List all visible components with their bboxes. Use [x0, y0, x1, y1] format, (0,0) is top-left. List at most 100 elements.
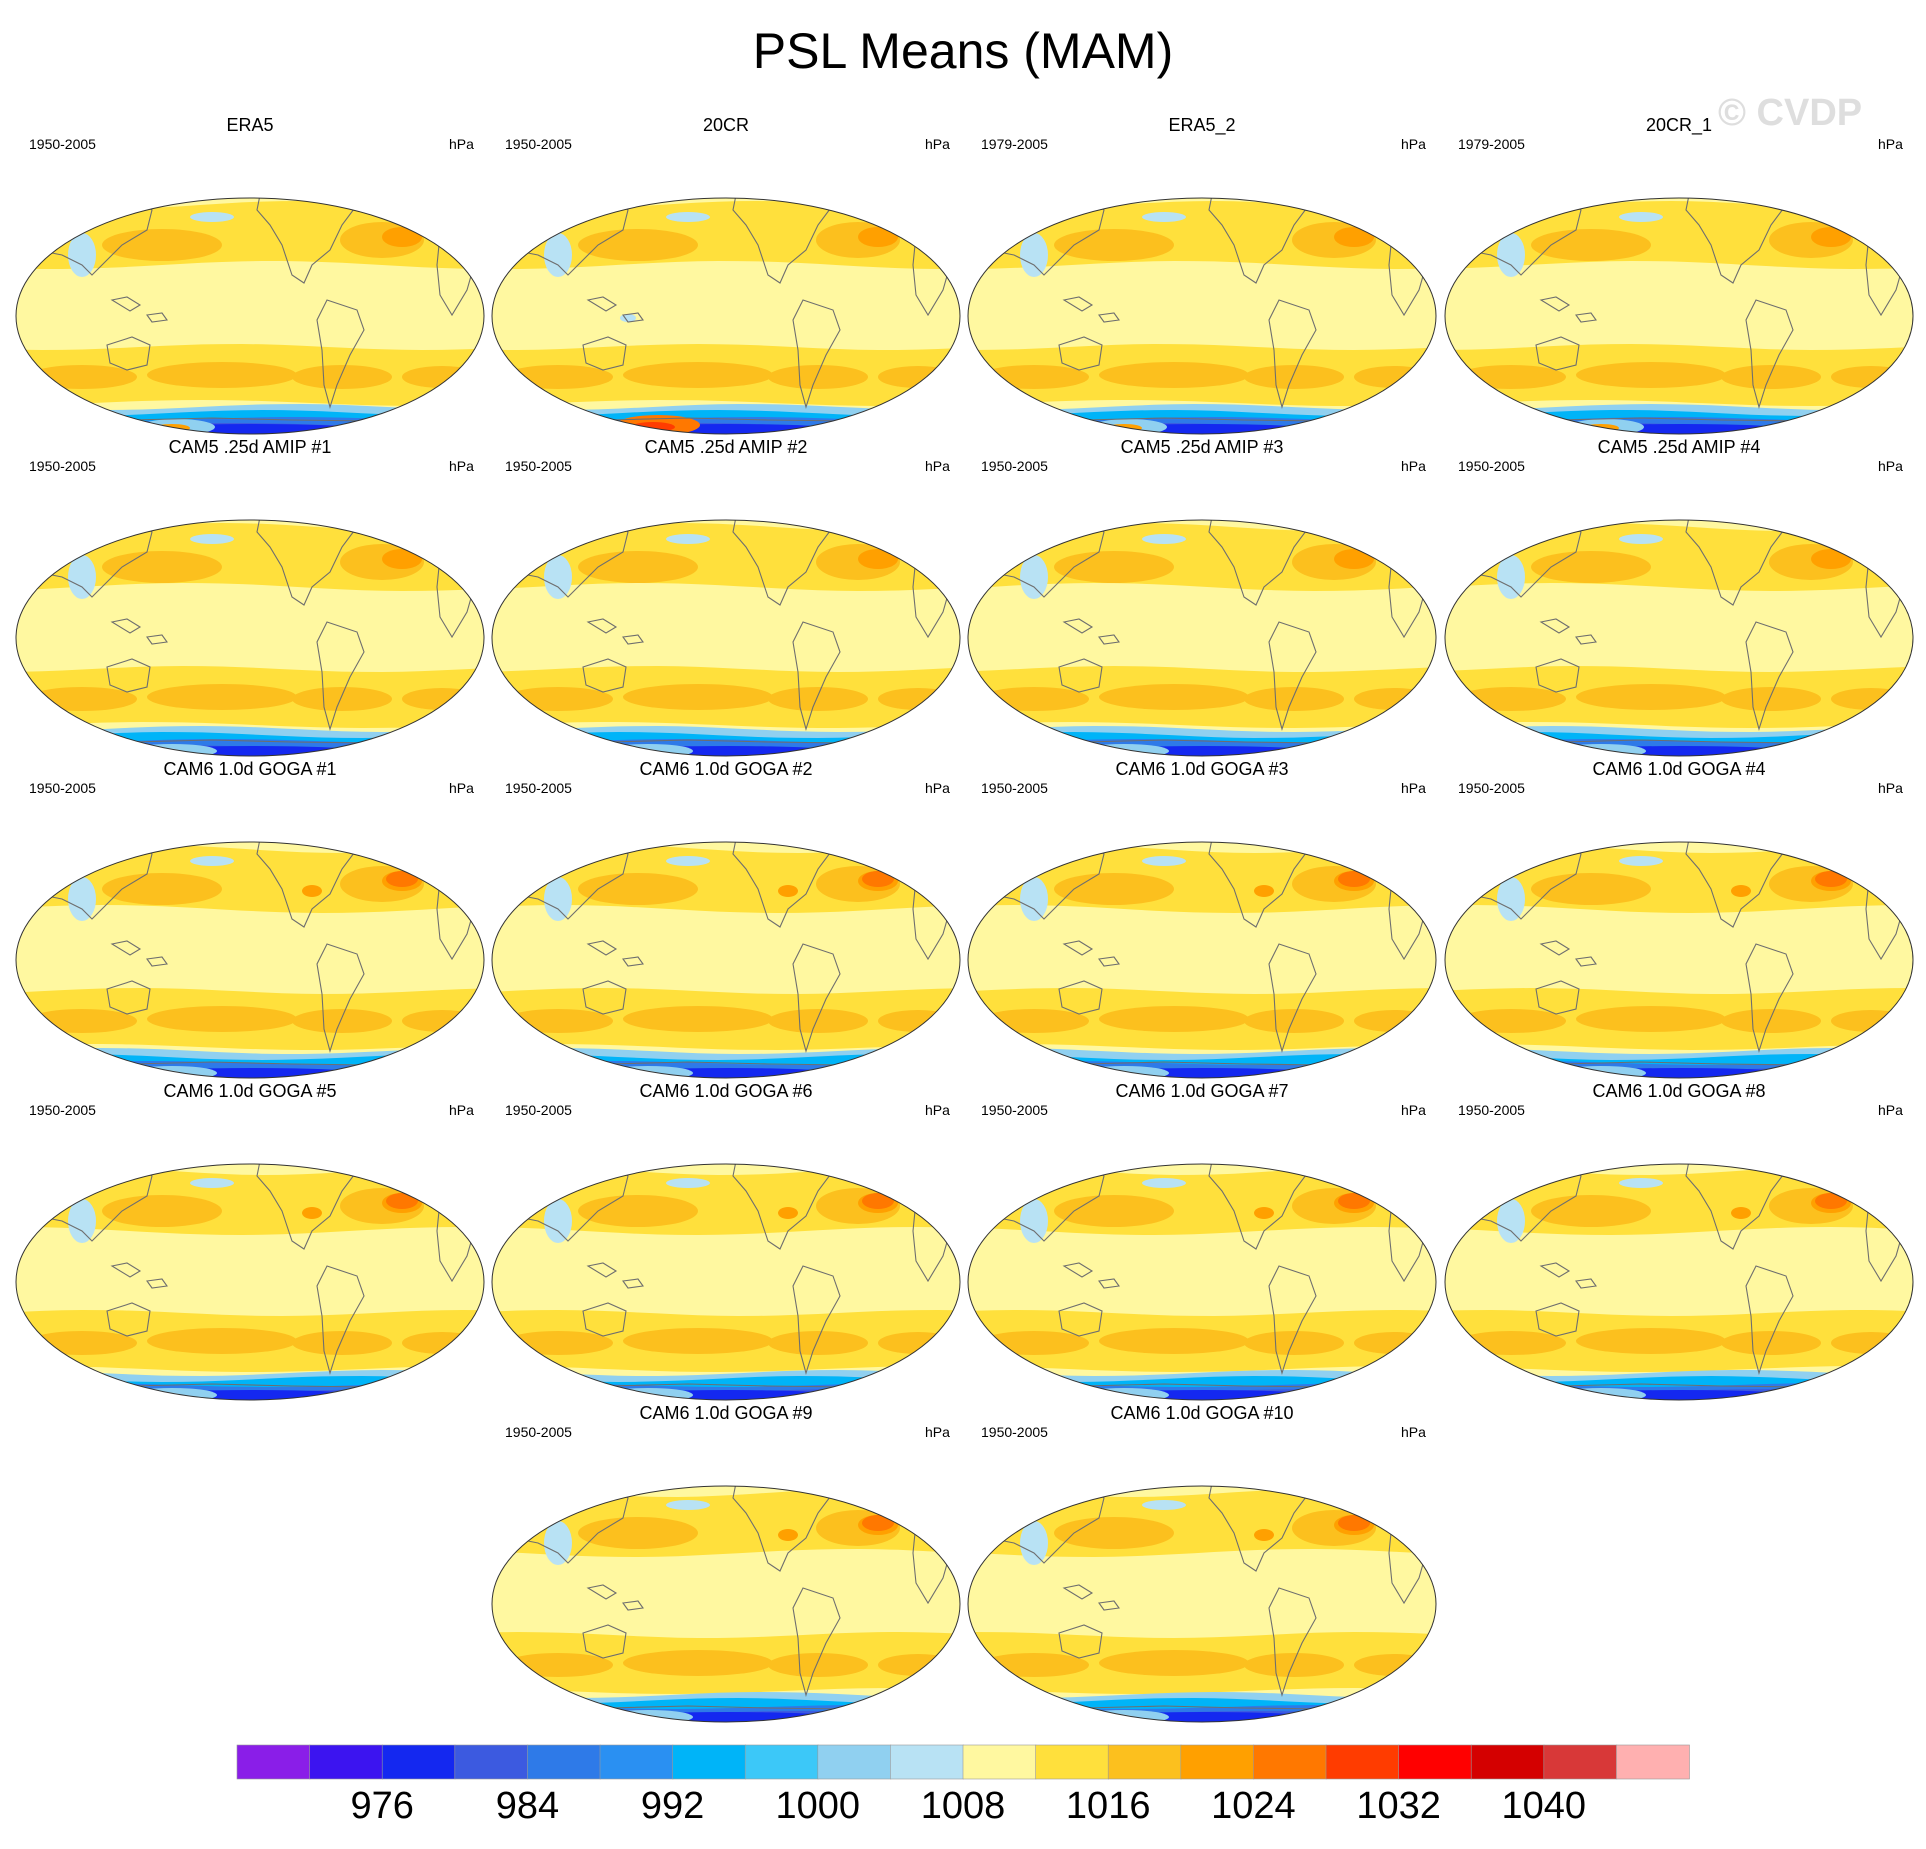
colorbar-swatch — [1543, 1744, 1618, 1780]
psl-map — [491, 1485, 961, 1723]
panel-units: hPa — [925, 136, 950, 152]
panel-period: 1950-2005 — [981, 1424, 1048, 1440]
map-panel: ERA5_2 1979-2005 hPa — [964, 115, 1440, 437]
map-panel: CAM6 1.0d GOGA #10 1950-2005 hPa — [964, 1403, 1440, 1725]
panel-units: hPa — [449, 136, 474, 152]
map-panel: CAM6 1.0d GOGA #6 1950-2005 hPa — [488, 1081, 964, 1403]
panel-title: CAM5 .25d AMIP #2 — [644, 437, 808, 457]
psl-map — [491, 1163, 961, 1401]
psl-map — [1444, 519, 1914, 757]
psl-map — [967, 519, 1437, 757]
psl-map — [1444, 1163, 1914, 1401]
panel-period: 1950-2005 — [981, 1102, 1048, 1118]
map-panel: 20CR 1950-2005 hPa — [488, 115, 964, 437]
panel-title: CAM6 1.0d GOGA #4 — [1592, 759, 1766, 779]
panel-units: hPa — [925, 1424, 950, 1440]
panel-units: hPa — [1878, 780, 1903, 796]
panel-period: 1950-2005 — [29, 458, 96, 474]
map-panel: CAM6 1.0d GOGA #5 1950-2005 hPa — [12, 1081, 488, 1403]
panel-title: 20CR_1 — [1645, 115, 1713, 135]
panel-period: 1950-2005 — [29, 136, 96, 152]
panel-title: CAM6 1.0d GOGA #5 — [163, 1081, 337, 1101]
panel-period: 1950-2005 — [1458, 1102, 1525, 1118]
colorbar-tick-label: 1024 — [1211, 1785, 1296, 1827]
panel-title: CAM5 .25d AMIP #1 — [168, 437, 332, 457]
colorbar-swatch — [1616, 1744, 1690, 1780]
colorbar-swatch — [1107, 1744, 1182, 1780]
colorbar-swatch — [962, 1744, 1037, 1780]
panel-units: hPa — [1878, 458, 1903, 474]
colorbar-swatch — [236, 1744, 311, 1780]
panel-title: CAM5 .25d AMIP #4 — [1597, 437, 1761, 457]
colorbar-swatch — [1325, 1744, 1400, 1780]
colorbar-swatch — [454, 1744, 529, 1780]
map-panel: CAM5 .25d AMIP #2 1950-2005 hPa — [488, 437, 964, 759]
psl-map — [491, 841, 961, 1079]
panel-title: CAM6 1.0d GOGA #2 — [639, 759, 813, 779]
colorbar-tick-label: 1008 — [921, 1785, 1006, 1827]
map-panel: CAM6 1.0d GOGA #4 1950-2005 hPa — [1441, 759, 1917, 1081]
psl-map — [491, 197, 961, 435]
colorbar-swatch — [381, 1744, 456, 1780]
panel-title: CAM6 1.0d GOGA #3 — [1115, 759, 1289, 779]
panel-units: hPa — [1401, 136, 1426, 152]
psl-map — [967, 841, 1437, 1079]
panel-units: hPa — [925, 458, 950, 474]
colorbar-swatch — [1253, 1744, 1327, 1780]
panel-period: 1950-2005 — [505, 458, 572, 474]
colorbar-swatch — [744, 1744, 819, 1780]
colorbar-swatch — [309, 1744, 384, 1780]
panel-title: CAM6 1.0d GOGA #1 — [163, 759, 337, 779]
panel-period: 1950-2005 — [29, 1102, 96, 1118]
colorbar-swatch — [1398, 1744, 1472, 1780]
colorbar-swatch — [1180, 1744, 1255, 1780]
panel-period: 1950-2005 — [1458, 458, 1525, 474]
panel-period: 1950-2005 — [505, 1102, 572, 1118]
panel-period: 1979-2005 — [1458, 136, 1525, 152]
psl-map — [1444, 841, 1914, 1079]
psl-map — [15, 841, 485, 1079]
map-panel: CAM6 1.0d GOGA #2 1950-2005 hPa — [488, 759, 964, 1081]
psl-map — [15, 1163, 485, 1401]
panel-period: 1950-2005 — [29, 780, 96, 796]
panel-title: CAM6 1.0d GOGA #9 — [639, 1403, 813, 1423]
map-panel: CAM6 1.0d GOGA #8 1950-2005 hPa — [1441, 1081, 1917, 1403]
panel-units: hPa — [1401, 780, 1426, 796]
psl-map — [967, 1163, 1437, 1401]
panel-units: hPa — [925, 1102, 950, 1118]
panel-title: CAM6 1.0d GOGA #10 — [1110, 1403, 1294, 1423]
colorbar-swatch — [527, 1744, 601, 1780]
page-title: PSL Means (MAM) — [752, 23, 1174, 79]
colorbar-tick-label: 1040 — [1502, 1785, 1587, 1827]
panel-title: 20CR — [702, 115, 750, 135]
colorbar-tick-label: 976 — [350, 1785, 413, 1827]
colorbar-tick-label: 984 — [496, 1785, 559, 1827]
panel-title: CAM6 1.0d GOGA #6 — [639, 1081, 813, 1101]
colorbar-tick-label: 1016 — [1066, 1785, 1151, 1827]
colorbar-swatch — [890, 1744, 964, 1780]
map-panel: CAM5 .25d AMIP #3 1950-2005 hPa — [964, 437, 1440, 759]
colorbar-tick-label: 992 — [641, 1785, 704, 1827]
panel-units: hPa — [1878, 136, 1903, 152]
panel-title: CAM6 1.0d GOGA #8 — [1592, 1081, 1766, 1101]
panel-units: hPa — [449, 780, 474, 796]
psl-map — [967, 1485, 1437, 1723]
panel-period: 1950-2005 — [505, 780, 572, 796]
map-panel: CAM6 1.0d GOGA #7 1950-2005 hPa — [964, 1081, 1440, 1403]
panel-title: ERA5 — [226, 115, 274, 135]
psl-map — [967, 197, 1437, 435]
psl-map — [1444, 197, 1914, 435]
map-panel: CAM6 1.0d GOGA #1 1950-2005 hPa — [12, 759, 488, 1081]
panel-units: hPa — [1401, 1102, 1426, 1118]
psl-map — [491, 519, 961, 757]
panel-units: hPa — [449, 458, 474, 474]
map-panel: CAM5 .25d AMIP #1 1950-2005 hPa — [12, 437, 488, 759]
panel-units: hPa — [925, 780, 950, 796]
map-panel: CAM6 1.0d GOGA #3 1950-2005 hPa — [964, 759, 1440, 1081]
colorbar-swatch — [672, 1744, 746, 1780]
panel-title: ERA5_2 — [1168, 115, 1236, 135]
panel-units: hPa — [1401, 1424, 1426, 1440]
panel-period: 1950-2005 — [981, 780, 1048, 796]
panel-title: CAM6 1.0d GOGA #7 — [1115, 1081, 1289, 1101]
panel-period: 1950-2005 — [1458, 780, 1525, 796]
